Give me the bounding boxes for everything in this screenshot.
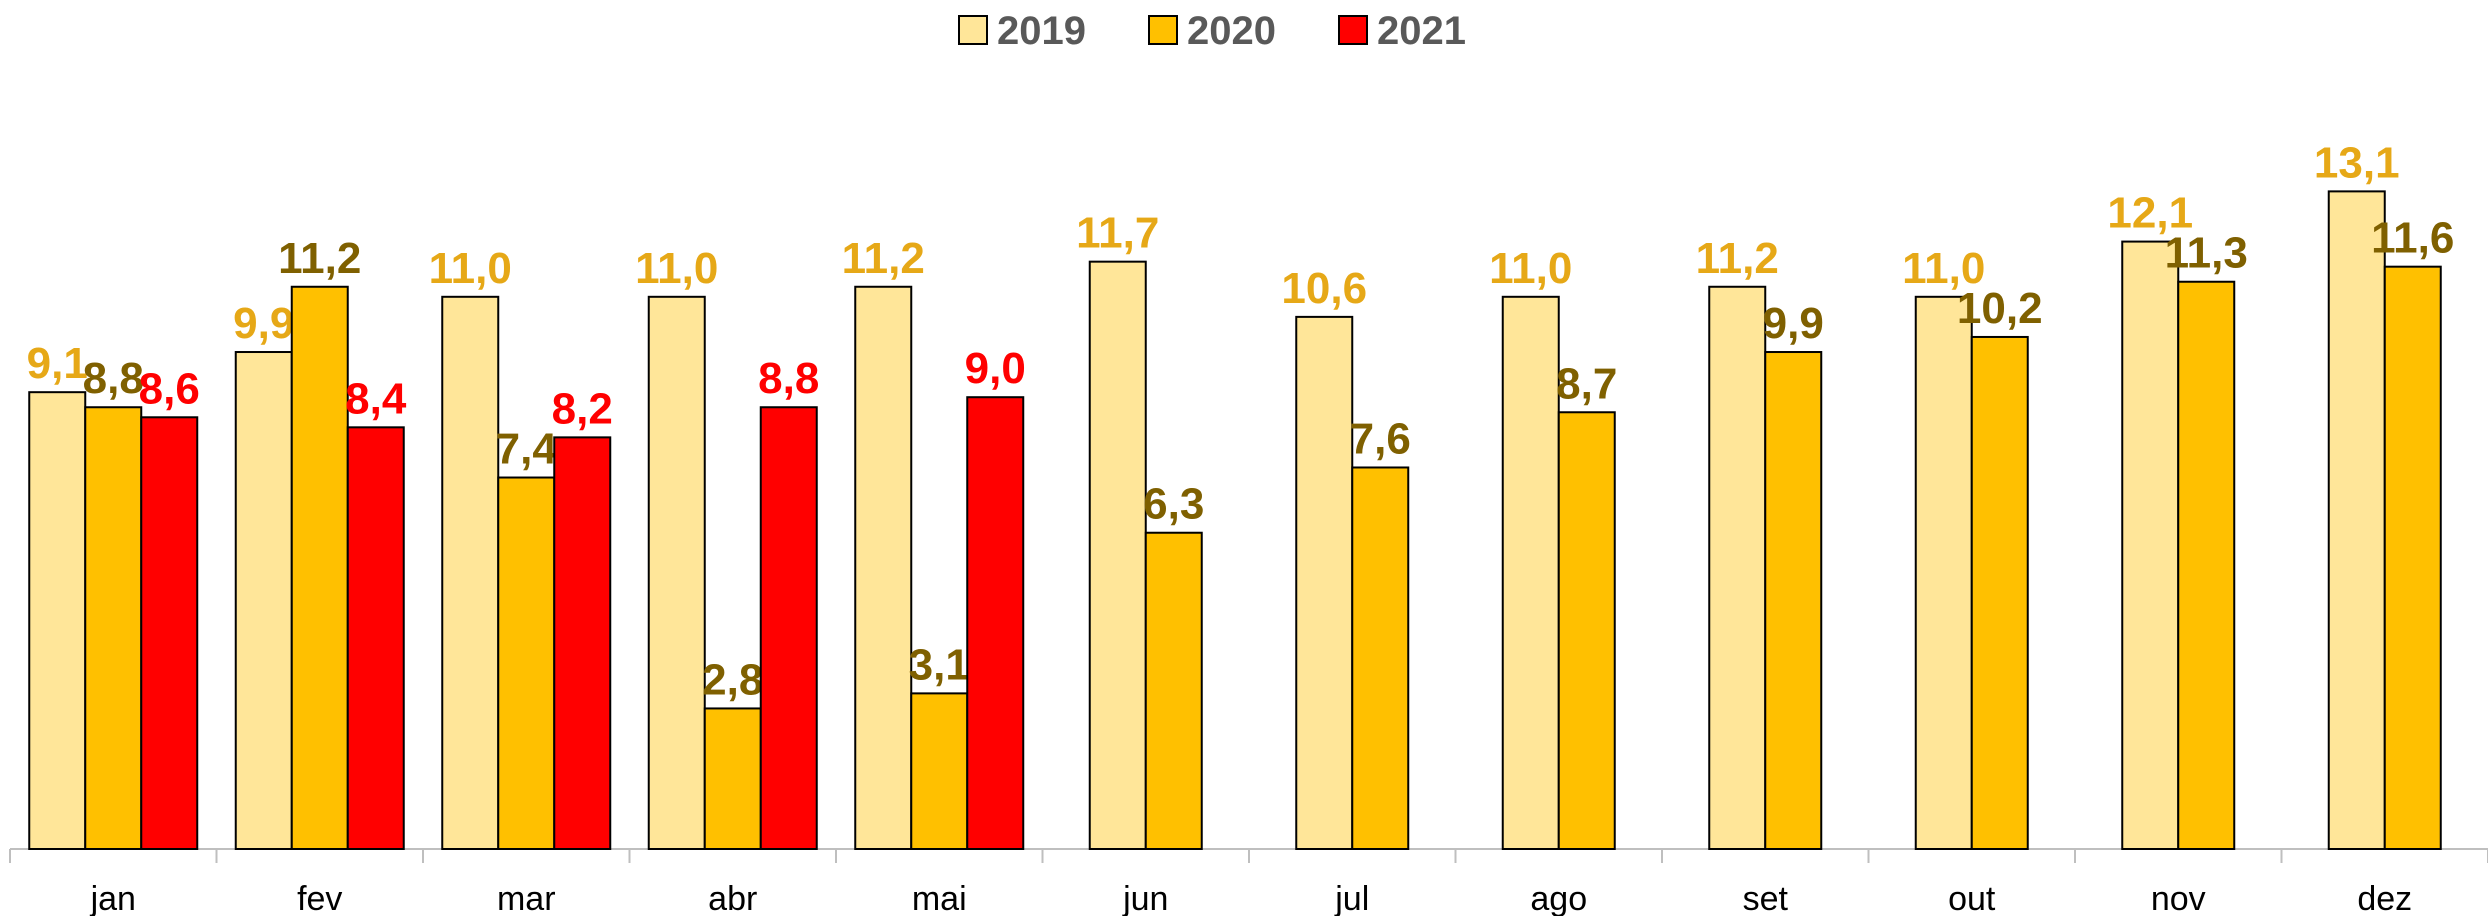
legend-label: 2020 <box>1187 9 1276 53</box>
bar <box>1764 351 1823 850</box>
x-tick-label: abr <box>708 880 757 916</box>
bar <box>84 406 143 850</box>
data-label: 10,6 <box>1281 264 1367 313</box>
bar <box>2327 190 2386 850</box>
bar <box>497 476 556 850</box>
data-label: 11,6 <box>2371 214 2454 263</box>
data-label: 9,9 <box>233 299 294 348</box>
data-label: 12,1 <box>2107 189 2193 238</box>
bar <box>2383 265 2442 850</box>
x-tick-label: jan <box>90 880 136 916</box>
data-label: 11,0 <box>1902 244 1985 293</box>
bar <box>140 416 199 850</box>
x-tick-label: mai <box>912 880 967 916</box>
bar <box>647 295 706 850</box>
x-tick-label: mar <box>497 880 556 916</box>
legend-label: 2019 <box>997 9 1086 53</box>
bar <box>854 285 913 850</box>
data-label: 6,3 <box>1143 480 1204 529</box>
legend-swatch <box>958 15 988 45</box>
data-label: 2,8 <box>702 655 763 704</box>
data-label: 7,6 <box>1350 414 1411 463</box>
bar <box>234 351 293 850</box>
bar <box>2121 240 2180 850</box>
data-label: 11,0 <box>1489 244 1572 293</box>
x-tick-label: jun <box>1122 880 1168 916</box>
data-label: 11,3 <box>2165 229 2248 278</box>
data-label: 11,2 <box>278 234 361 283</box>
bar <box>966 396 1025 850</box>
x-tick-label: ago <box>1530 880 1587 916</box>
bar <box>1295 315 1354 850</box>
data-label: 3,1 <box>909 640 970 689</box>
data-label: 9,9 <box>1763 299 1824 348</box>
data-label: 8,2 <box>552 384 613 433</box>
data-label: 11,7 <box>1076 209 1159 258</box>
data-label: 8,8 <box>83 354 144 403</box>
bar <box>910 692 969 850</box>
bar <box>1557 411 1616 850</box>
data-label: 9,0 <box>965 344 1026 393</box>
bar <box>1088 260 1147 851</box>
data-label: 9,1 <box>27 339 88 388</box>
legend-swatch <box>1148 15 1178 45</box>
bar <box>1501 295 1560 850</box>
data-label: 8,7 <box>1556 359 1617 408</box>
x-tick-label: jul <box>1334 880 1369 916</box>
data-label: 11,2 <box>842 234 925 283</box>
x-tick-label: fev <box>297 880 342 916</box>
legend-label: 2021 <box>1377 9 1466 53</box>
bar <box>290 285 349 850</box>
bar <box>553 436 612 850</box>
data-label: 8,8 <box>758 354 819 403</box>
bar <box>1970 335 2029 850</box>
x-tick-label: dez <box>2357 880 2412 916</box>
x-tick-label: set <box>1743 880 1789 916</box>
data-label: 11,2 <box>1696 234 1779 283</box>
bar <box>1144 531 1203 850</box>
bar <box>346 426 405 850</box>
data-label: 11,0 <box>635 244 718 293</box>
bar <box>28 391 87 850</box>
x-tick-label: nov <box>2151 880 2206 916</box>
data-label: 7,4 <box>496 425 558 474</box>
bar <box>2177 280 2236 850</box>
x-tick-label: out <box>1948 880 1996 916</box>
data-label: 8,6 <box>139 364 200 413</box>
bar <box>1351 466 1410 850</box>
legend-swatch <box>1338 15 1368 45</box>
bar <box>1914 295 1973 850</box>
bar <box>759 406 818 850</box>
data-label: 13,1 <box>2314 138 2400 187</box>
data-label: 8,4 <box>345 374 407 423</box>
bar <box>441 295 500 850</box>
bar <box>703 707 762 850</box>
data-label: 10,2 <box>1957 284 2043 333</box>
data-label: 11,0 <box>429 244 512 293</box>
bar <box>1708 285 1767 850</box>
